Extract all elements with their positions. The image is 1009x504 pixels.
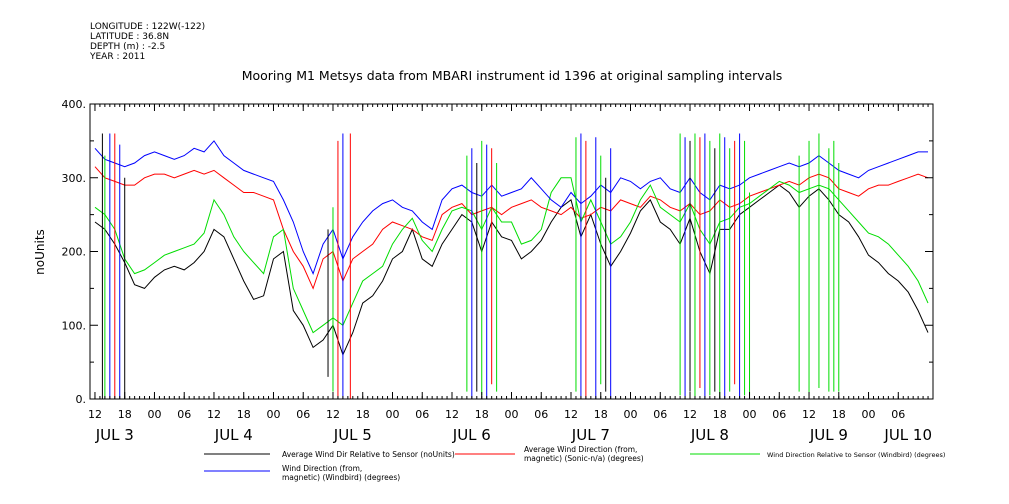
- legend-label-3: Wind Direction (from, magnetic) (Windbird…: [282, 464, 400, 482]
- x-tick-label: 12: [445, 408, 459, 421]
- x-date-label: JUL 9: [809, 426, 848, 444]
- plot-area: [94, 133, 929, 399]
- series-line-0: [94, 184, 929, 357]
- x-tick-label: 00: [266, 408, 280, 421]
- y-tick-label: 200.: [62, 246, 87, 259]
- x-date-label: JUL 5: [333, 426, 372, 444]
- x-tick-label: 00: [505, 408, 519, 421]
- chart-title: Mooring M1 Metsys data from MBARI instru…: [242, 68, 783, 83]
- x-tick-label: 18: [237, 408, 251, 421]
- metadata-block: LONGITUDE : 122W(-122) LATITUDE : 36.8N …: [90, 22, 205, 62]
- legend-label-line: Wind Direction Relative to Sensor (Windb…: [767, 451, 945, 459]
- x-date-label: JUL 3: [95, 426, 134, 444]
- y-tick-label: 100.: [62, 319, 87, 332]
- x-tick-label: 18: [475, 408, 489, 421]
- x-tick-label: 06: [415, 408, 429, 421]
- x-tick-label: 00: [862, 408, 876, 421]
- x-tick-label: 18: [713, 408, 727, 421]
- x-tick-label: 12: [802, 408, 816, 421]
- x-tick-label: 12: [564, 408, 578, 421]
- x-tick-label: 00: [743, 408, 757, 421]
- x-tick-label: 18: [594, 408, 608, 421]
- y-axis-label: noUnits: [33, 229, 47, 275]
- plot-frame: [89, 103, 934, 400]
- x-tick-label: 06: [772, 408, 786, 421]
- y-tick-label: 300.: [62, 172, 87, 185]
- x-date-label: JUL 10: [883, 426, 932, 444]
- legend-label-1: Average Wind Direction (from, magnetic) (…: [524, 445, 644, 463]
- x-date-label: JUL 8: [690, 426, 729, 444]
- x-tick-label: 06: [534, 408, 548, 421]
- y-tick-label: 400.: [62, 98, 87, 111]
- x-tick-label: 06: [296, 408, 310, 421]
- depth-label: DEPTH (m) : -2.5: [90, 42, 166, 52]
- legend-label-line: Average Wind Direction (from,: [524, 445, 637, 454]
- x-date-label: JUL 4: [214, 426, 253, 444]
- axes: 0. 100. 200. 300. 400. 12 18 00 06 12 18 00 06 12 18 00…: [62, 98, 934, 444]
- x-tick-label: 18: [118, 408, 132, 421]
- x-tick-label: 12: [326, 408, 340, 421]
- x-tick-label: 00: [624, 408, 638, 421]
- legend: Average Wind Dir Relative to Sensor (noU…: [204, 445, 945, 482]
- x-tick-label: 06: [653, 408, 667, 421]
- series-line-2: [94, 177, 929, 334]
- year-label: YEAR : 2011: [90, 52, 146, 62]
- x-tick-label: 18: [832, 408, 846, 421]
- longitude-label: LONGITUDE : 122W(-122): [90, 22, 206, 32]
- x-tick-label: 00: [385, 408, 399, 421]
- x-tick-label: 12: [207, 408, 221, 421]
- legend-label-line: Average Wind Dir Relative to Sensor (noU…: [282, 450, 455, 459]
- legend-label-line: magnetic) (Sonic-n/a) (degrees): [524, 454, 644, 463]
- legend-label-0: Average Wind Dir Relative to Sensor (noU…: [282, 450, 455, 459]
- legend-label-2: Wind Direction Relative to Sensor (Windb…: [767, 451, 945, 459]
- x-date-label: JUL 6: [452, 426, 491, 444]
- latitude-label: LATITUDE : 36.8N: [90, 32, 170, 42]
- x-tick-label: 12: [683, 408, 697, 421]
- x-tick-label: 00: [147, 408, 161, 421]
- x-tick-label: 06: [177, 408, 191, 421]
- legend-label-line: magnetic) (Windbird) (degrees): [282, 473, 400, 482]
- x-tick-label: 12: [88, 408, 102, 421]
- x-date-label: JUL 7: [571, 426, 610, 444]
- series-line-1: [94, 166, 929, 290]
- legend-label-line: Wind Direction (from,: [282, 464, 362, 473]
- x-tick-label: 06: [891, 408, 905, 421]
- x-tick-label: 18: [356, 408, 370, 421]
- series-line-3: [94, 140, 928, 275]
- y-tick-label: 0.: [76, 393, 87, 406]
